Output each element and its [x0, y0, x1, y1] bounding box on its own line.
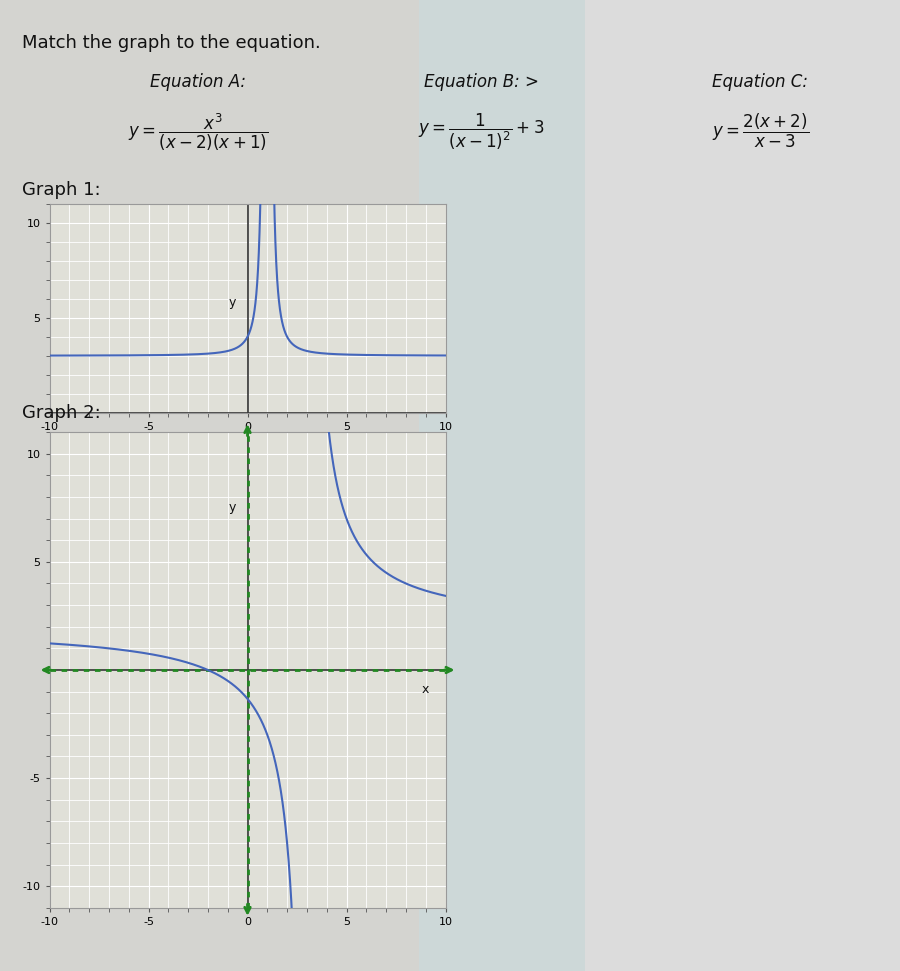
Text: Match the graph to the equation.: Match the graph to the equation.: [22, 34, 321, 52]
Text: y: y: [229, 501, 236, 515]
Text: y: y: [229, 296, 236, 309]
Text: Equation A:: Equation A:: [150, 73, 246, 91]
Text: Graph 1:: Graph 1:: [22, 181, 101, 199]
Text: $y = \dfrac{2(x+2)}{x-3}$: $y = \dfrac{2(x+2)}{x-3}$: [712, 112, 809, 150]
Text: x: x: [422, 683, 429, 696]
Text: Graph 2:: Graph 2:: [22, 404, 101, 422]
Text: Equation C:: Equation C:: [713, 73, 808, 91]
Text: Equation B: >: Equation B: >: [424, 73, 539, 91]
Text: $y = \dfrac{x^3}{(x-2)(x+1)}$: $y = \dfrac{x^3}{(x-2)(x+1)}$: [128, 112, 268, 153]
Text: $y = \dfrac{1}{(x-1)^2} + 3$: $y = \dfrac{1}{(x-1)^2} + 3$: [418, 112, 544, 152]
